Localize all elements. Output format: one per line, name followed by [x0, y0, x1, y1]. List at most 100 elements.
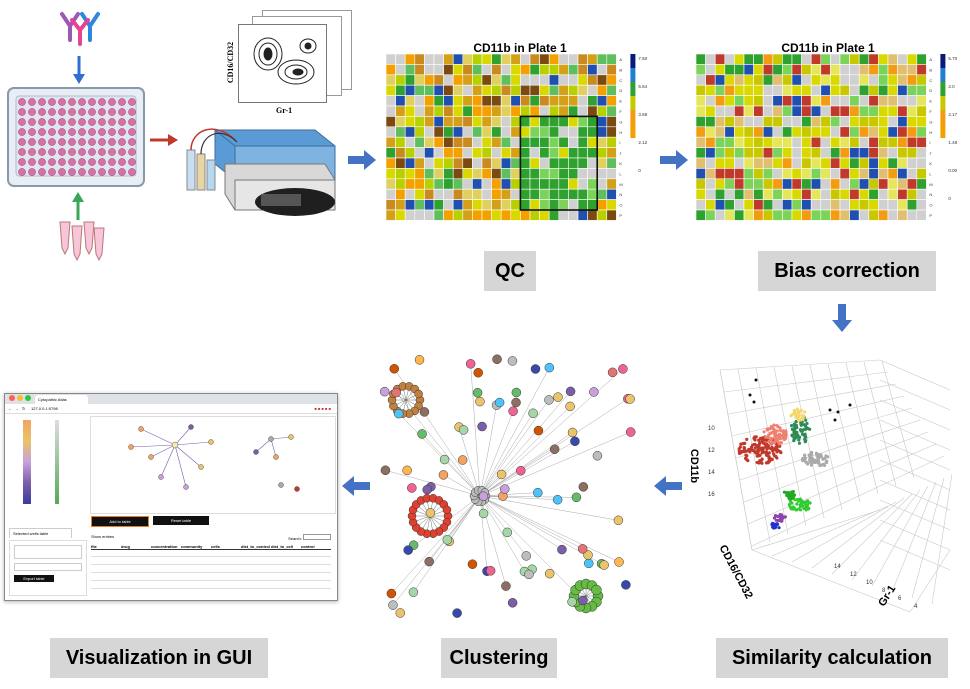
network-node [524, 569, 534, 580]
svg-text:16: 16 [708, 492, 715, 498]
network-node [625, 427, 636, 437]
step-label-bias: Bias correction [758, 251, 936, 291]
svg-text:12: 12 [850, 572, 857, 578]
legend-tick: 1.48 [948, 140, 957, 145]
gui-network-panel[interactable] [90, 416, 336, 514]
well-plate-icon [7, 87, 145, 187]
gui-table[interactable]: Show entries Search: file drug concentrat… [91, 534, 335, 596]
network-node [625, 394, 635, 404]
network-node [407, 483, 417, 493]
network-node [425, 508, 436, 518]
legend-tick: 7.50 [638, 56, 647, 61]
network-node [408, 587, 419, 597]
legend-tick: 0 [948, 196, 951, 201]
table-header: file drug concentration community cells dis… [91, 544, 331, 550]
network-node [417, 429, 427, 439]
clustering-network [379, 354, 636, 618]
extension-icons[interactable]: ■ ■ ■ ■ ■ [314, 406, 331, 411]
network-node [584, 558, 594, 569]
svg-text:12: 12 [708, 448, 715, 454]
network-node [533, 425, 544, 436]
network-node [386, 588, 397, 599]
network-node [380, 465, 391, 476]
selected-wells-tab[interactable]: Selected wells table [9, 528, 72, 538]
legend-tick: 2.17 [948, 112, 957, 117]
network-node [621, 580, 631, 590]
svg-text:E: E [619, 99, 622, 104]
network-node [570, 436, 580, 447]
network-node [402, 465, 412, 476]
antibody-icon [60, 12, 100, 46]
svg-text:6: 6 [898, 596, 902, 602]
network-node [422, 484, 432, 495]
network-node [567, 427, 578, 438]
network-node [549, 444, 560, 454]
network-node [544, 362, 555, 373]
svg-text:14: 14 [708, 470, 715, 476]
legend-tick: 2.0 [948, 84, 955, 89]
heatmap-qc: 7.50 5.64 3.68 2.12 0 AB CD EFG HI JKL MN OP [385, 53, 648, 221]
svg-text:I: I [929, 140, 930, 145]
reload-icon[interactable]: ↻ [22, 406, 26, 411]
network-node [607, 367, 618, 378]
svg-text:P: P [929, 213, 932, 218]
step-label-clustering: Clustering [441, 638, 557, 678]
svg-text:A: A [929, 57, 932, 62]
svg-text:A: A [619, 57, 622, 62]
forward-icon[interactable]: → [15, 406, 19, 411]
network-node [544, 395, 554, 405]
network-node [592, 450, 603, 461]
svg-text:K: K [929, 161, 932, 166]
network-node [553, 392, 563, 402]
network-node [485, 566, 496, 576]
network-node [511, 387, 522, 398]
svg-text:J: J [619, 151, 621, 156]
search-input[interactable] [303, 534, 331, 540]
legend-tick: 5.64 [638, 84, 647, 89]
gui-legend [23, 420, 83, 506]
network-node [439, 454, 450, 465]
add-to-table-button[interactable]: Add to table [91, 516, 149, 527]
network-node [501, 581, 511, 591]
browser-tab[interactable]: Cytopathic Atlas [35, 395, 88, 404]
export-table-button[interactable]: Export table [14, 575, 54, 582]
network-node [379, 386, 390, 397]
legend-tick: 0.00 [948, 168, 957, 173]
network-node [393, 408, 404, 419]
network-node [557, 544, 567, 555]
network-node [507, 598, 518, 608]
network-node [571, 492, 582, 503]
svg-text:O: O [619, 203, 622, 208]
network-node [465, 359, 476, 369]
flow-xlabel: Gr-1 [276, 106, 293, 115]
svg-text:L: L [929, 171, 932, 176]
network-node [388, 600, 398, 610]
svg-text:L: L [619, 171, 622, 176]
svg-text:10: 10 [866, 580, 873, 586]
network-node [472, 388, 483, 398]
network-node [521, 551, 532, 561]
show-label: Show [91, 534, 102, 539]
network-node [438, 470, 449, 480]
svg-text:N: N [929, 192, 932, 197]
network-node [424, 556, 434, 567]
network-node [467, 559, 478, 569]
network-node [499, 484, 510, 494]
network-node [511, 397, 521, 408]
network-node [578, 595, 588, 606]
svg-text:4: 4 [914, 604, 918, 610]
reset-table-button[interactable]: Reset table [153, 516, 209, 525]
back-icon[interactable]: ← [8, 406, 12, 411]
heatmap-left-title: CD11b in Plate 1 [473, 41, 567, 55]
network-node [496, 469, 507, 480]
network-node [577, 544, 588, 554]
network-node [452, 608, 462, 618]
url-input[interactable]: 127.0.0.1:5798 [31, 406, 58, 411]
network-node [565, 386, 576, 397]
network-node [599, 560, 609, 570]
heatmap-bias-corrected: 5.70 2.0 2.17 1.48 0.00 0 AB CD EFG HI JKL MN OP [695, 53, 958, 221]
network-node [565, 401, 575, 412]
scatter-ylabel: CD11b [688, 448, 701, 484]
svg-text:D: D [619, 88, 622, 93]
network-node [552, 494, 563, 505]
